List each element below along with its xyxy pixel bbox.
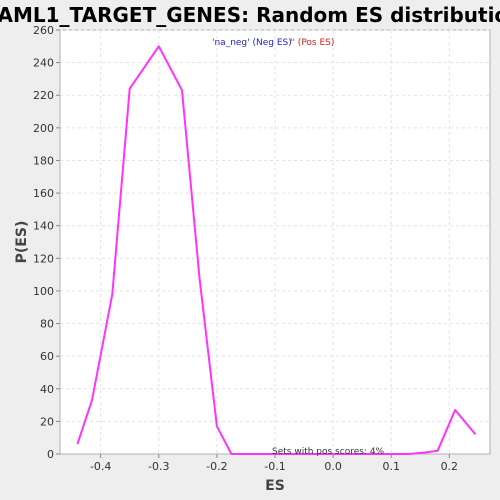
- y-tick-label: 220: [33, 89, 54, 102]
- x-tick-label: -0.3: [148, 460, 169, 473]
- y-tick-label: 200: [33, 122, 54, 135]
- y-tick-label: 80: [40, 318, 54, 331]
- y-axis-label: P(ES): [14, 221, 30, 264]
- y-tick-label: 60: [40, 350, 54, 363]
- y-tick-label: 40: [40, 383, 54, 396]
- series-layer: [76, 45, 477, 455]
- y-tick-label: 260: [33, 24, 54, 37]
- axis-ticks: 0 20 40 60 80 100 120 140 160 180 200 220 240 260 -0.4…: [33, 24, 458, 473]
- grid-lines: [60, 29, 490, 454]
- x-tick-label: -0.2: [206, 460, 227, 473]
- x-tick-label: -0.1: [264, 460, 285, 473]
- x-tick-label: 0.2: [441, 460, 459, 473]
- x-tick-label: -0.4: [90, 460, 111, 473]
- legend-pos-label: '' (Pos ES): [290, 38, 334, 48]
- y-tick-label: 160: [33, 187, 54, 200]
- series-line: [76, 45, 477, 455]
- y-tick-label: 140: [33, 220, 54, 233]
- x-tick-label: 0.0: [324, 460, 342, 473]
- x-tick-label: 0.1: [382, 460, 400, 473]
- chart-title: MAML1_TARGET_GENES: Random ES distributi…: [0, 3, 500, 27]
- y-tick-label: 0: [47, 448, 54, 461]
- legend-neg-label: 'na_neg' (Neg ES): [212, 38, 292, 48]
- y-tick-label: 240: [33, 57, 54, 70]
- pos-scores-annotation: Sets with pos scores: 4%: [272, 447, 385, 457]
- legend: 'na_neg' (Neg ES) '' (Pos ES): [212, 38, 334, 48]
- y-tick-label: 120: [33, 252, 54, 265]
- y-tick-label: 20: [40, 415, 54, 428]
- x-axis-label: ES: [265, 478, 285, 494]
- y-tick-label: 100: [33, 285, 54, 298]
- y-tick-label: 180: [33, 154, 54, 167]
